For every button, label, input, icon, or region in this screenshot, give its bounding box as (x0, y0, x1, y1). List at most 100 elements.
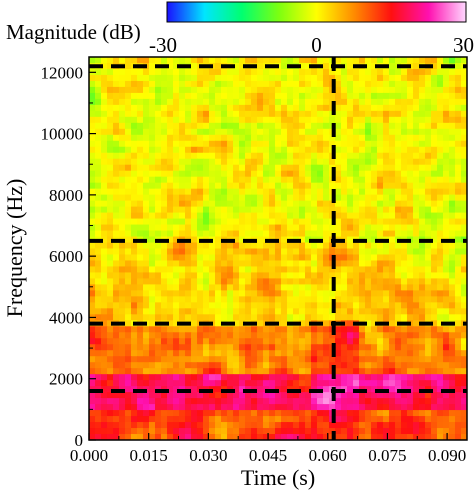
heatmap-cell (317, 242, 324, 250)
heatmap-cell (101, 302, 108, 309)
heatmap-cell (437, 278, 444, 285)
heatmap-cell (461, 314, 467, 321)
heatmap-cell (449, 116, 456, 124)
heatmap-cell (281, 164, 288, 172)
heatmap-cell (209, 164, 216, 172)
heatmap-cell (293, 374, 300, 381)
heatmap-cell (437, 392, 444, 399)
heatmap-cell (431, 242, 438, 250)
heatmap-cell (239, 266, 246, 274)
heatmap-cell (275, 278, 282, 285)
heatmap-cell (149, 422, 156, 429)
heatmap-cell (107, 140, 114, 148)
heatmap-cell (389, 386, 396, 393)
heatmap-cell (245, 182, 252, 190)
heatmap-cell (299, 410, 306, 417)
heatmap-cell (161, 254, 168, 262)
heatmap-cell (305, 350, 312, 357)
heatmap-cell (257, 57, 264, 64)
heatmap-cell (251, 290, 258, 297)
heatmap-cell (323, 326, 330, 333)
heatmap-cell (371, 98, 378, 106)
heatmap-cell (191, 254, 198, 262)
heatmap-cell (359, 68, 366, 76)
heatmap-cell (395, 398, 402, 405)
heatmap-cell (143, 434, 150, 440)
heatmap-cell (251, 110, 258, 118)
heatmap-cell (281, 362, 288, 369)
heatmap-cell (95, 122, 102, 130)
heatmap-cell (437, 57, 444, 64)
heatmap-cell (299, 122, 306, 130)
heatmap-cell (161, 410, 168, 417)
heatmap-cell (191, 428, 198, 435)
heatmap-cell (431, 230, 438, 238)
heatmap-cell (323, 230, 330, 238)
heatmap-cell (179, 356, 186, 363)
heatmap-cell (431, 266, 438, 274)
heatmap-cell (449, 344, 456, 351)
heatmap-cell (155, 260, 162, 268)
heatmap-cell (203, 422, 210, 429)
heatmap-cell (407, 152, 414, 160)
heatmap-cell (341, 182, 348, 190)
heatmap-cell (173, 110, 180, 118)
heatmap-cell (143, 344, 150, 351)
heatmap-cell (455, 194, 462, 202)
heatmap-cell (161, 98, 168, 106)
heatmap-cell (431, 416, 438, 423)
heatmap-cell (389, 206, 396, 214)
heatmap-cell (371, 158, 378, 166)
heatmap-cell (383, 164, 390, 172)
heatmap-cell (209, 284, 216, 291)
heatmap-cell (221, 242, 228, 250)
heatmap-cell (377, 278, 384, 285)
heatmap-cell (341, 194, 348, 202)
heatmap-cell (269, 104, 276, 112)
heatmap-cell (425, 224, 432, 232)
heatmap-cell (305, 68, 312, 76)
heatmap-cell (401, 140, 408, 148)
heatmap-cell (431, 170, 438, 178)
heatmap-cell (311, 194, 318, 202)
heatmap-cell (335, 404, 342, 411)
heatmap-cell (221, 86, 228, 94)
heatmap-cell (377, 164, 384, 172)
heatmap-cell (233, 212, 240, 220)
heatmap-cell (305, 434, 312, 440)
heatmap-cell (401, 74, 408, 82)
heatmap-cell (305, 278, 312, 285)
heatmap-cell (341, 428, 348, 435)
heatmap-cell (215, 218, 222, 226)
heatmap-cell (431, 434, 438, 440)
heatmap-cell (239, 380, 246, 387)
heatmap-cell (287, 98, 294, 106)
heatmap-cell (443, 296, 450, 303)
heatmap-cell (227, 284, 234, 291)
heatmap-cell (419, 206, 426, 214)
heatmap-cell (311, 434, 318, 440)
heatmap-cell (407, 350, 414, 357)
heatmap-cell (299, 206, 306, 214)
heatmap-cell (191, 260, 198, 268)
heatmap-cell (359, 302, 366, 309)
heatmap-cell (443, 158, 450, 166)
heatmap-cell (299, 140, 306, 148)
heatmap-cell (173, 368, 180, 375)
heatmap-cell (377, 356, 384, 363)
heatmap-cell (401, 272, 408, 280)
heatmap-cell (341, 158, 348, 166)
heatmap-cell (263, 68, 270, 76)
heatmap-cell (221, 128, 228, 136)
heatmap-cell (245, 284, 252, 291)
heatmap-cell (227, 98, 234, 106)
heatmap-cell (221, 260, 228, 268)
heatmap-cell (317, 182, 324, 190)
heatmap-cell (179, 290, 186, 297)
heatmap-cell (191, 350, 198, 357)
heatmap-cell (347, 398, 354, 405)
heatmap-cell (347, 368, 354, 375)
heatmap-cell (113, 398, 120, 405)
heatmap-cell (203, 206, 210, 214)
heatmap-cell (131, 146, 138, 154)
